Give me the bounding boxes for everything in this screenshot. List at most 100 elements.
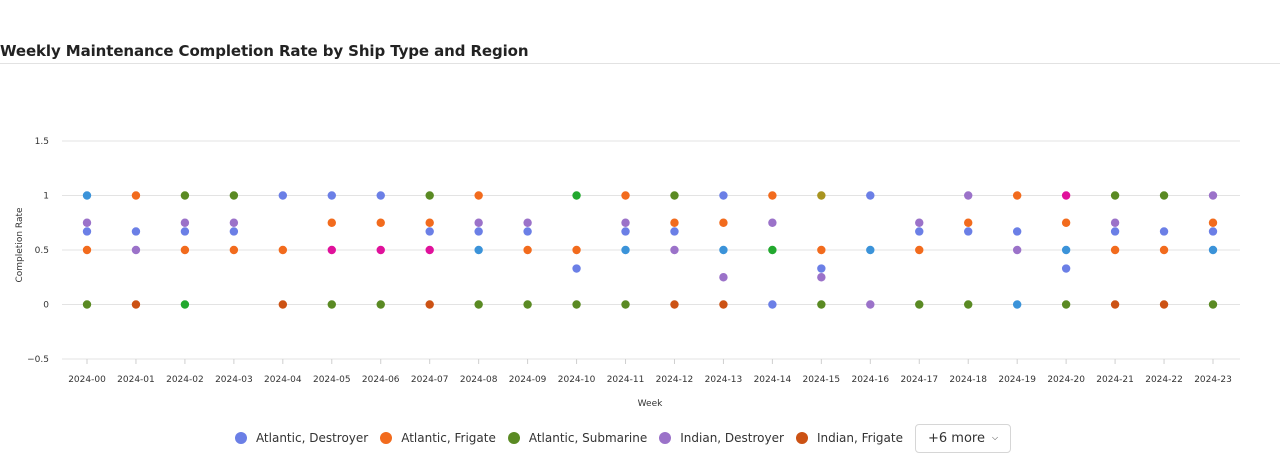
data-point[interactable] xyxy=(621,245,630,255)
data-point[interactable] xyxy=(670,218,679,227)
data-point[interactable] xyxy=(621,300,630,309)
data-point[interactable] xyxy=(523,218,532,227)
data-point[interactable] xyxy=(229,218,239,227)
data-point[interactable] xyxy=(1061,264,1071,273)
legend-item[interactable]: Atlantic, Frigate xyxy=(380,431,496,445)
data-point[interactable] xyxy=(327,218,336,227)
data-point[interactable] xyxy=(82,227,92,236)
data-point[interactable] xyxy=(572,245,581,255)
data-point[interactable] xyxy=(1208,191,1218,200)
data-point[interactable] xyxy=(621,218,630,227)
data-point[interactable] xyxy=(964,300,973,309)
data-point[interactable] xyxy=(1110,300,1120,309)
data-point[interactable] xyxy=(229,191,239,200)
data-point[interactable] xyxy=(1012,300,1022,309)
data-point[interactable] xyxy=(1208,300,1218,309)
data-point[interactable] xyxy=(1159,191,1169,200)
data-point[interactable] xyxy=(1208,245,1218,255)
data-point[interactable] xyxy=(229,245,239,255)
data-point[interactable] xyxy=(474,218,483,227)
data-point[interactable] xyxy=(1061,191,1071,200)
data-point[interactable] xyxy=(768,300,777,309)
data-point[interactable] xyxy=(1159,300,1169,309)
legend-item[interactable]: Indian, Frigate xyxy=(795,431,903,445)
data-point[interactable] xyxy=(82,300,92,309)
data-point[interactable] xyxy=(82,218,92,227)
data-point[interactable] xyxy=(817,264,826,273)
data-point[interactable] xyxy=(719,300,728,309)
legend-item[interactable]: Indian, Destroyer xyxy=(659,431,784,445)
data-point[interactable] xyxy=(1208,218,1218,227)
data-point[interactable] xyxy=(572,300,581,309)
data-point[interactable] xyxy=(82,191,92,200)
data-point[interactable] xyxy=(719,218,728,227)
data-point[interactable] xyxy=(572,264,581,273)
data-point[interactable] xyxy=(768,245,777,255)
data-point[interactable] xyxy=(866,300,875,309)
data-point[interactable] xyxy=(817,245,826,255)
data-point[interactable] xyxy=(1012,191,1022,200)
data-point[interactable] xyxy=(180,218,190,227)
data-point[interactable] xyxy=(131,245,141,255)
data-point[interactable] xyxy=(1208,227,1218,236)
legend-item[interactable]: Atlantic, Submarine xyxy=(507,431,647,445)
data-point[interactable] xyxy=(1110,191,1120,200)
data-point[interactable] xyxy=(474,227,483,236)
data-point[interactable] xyxy=(1110,227,1120,236)
data-point[interactable] xyxy=(474,300,483,309)
data-point[interactable] xyxy=(278,245,288,255)
data-point[interactable] xyxy=(327,245,336,255)
data-point[interactable] xyxy=(425,245,434,255)
data-point[interactable] xyxy=(376,191,385,200)
data-point[interactable] xyxy=(131,300,141,309)
data-point[interactable] xyxy=(425,300,434,309)
data-point[interactable] xyxy=(425,191,434,200)
data-point[interactable] xyxy=(1061,300,1071,309)
data-point[interactable] xyxy=(768,191,777,200)
data-point[interactable] xyxy=(1110,218,1120,227)
data-point[interactable] xyxy=(425,218,434,227)
data-point[interactable] xyxy=(915,300,924,309)
data-point[interactable] xyxy=(817,300,826,309)
data-point[interactable] xyxy=(964,191,973,200)
data-point[interactable] xyxy=(866,245,875,255)
data-point[interactable] xyxy=(1159,227,1169,236)
data-point[interactable] xyxy=(327,191,336,200)
data-point[interactable] xyxy=(915,227,924,236)
data-point[interactable] xyxy=(1110,245,1120,255)
data-point[interactable] xyxy=(278,191,288,200)
data-point[interactable] xyxy=(180,191,190,200)
data-point[interactable] xyxy=(964,218,973,227)
data-point[interactable] xyxy=(670,227,679,236)
data-point[interactable] xyxy=(719,245,728,255)
data-point[interactable] xyxy=(180,300,190,309)
data-point[interactable] xyxy=(376,245,385,255)
data-point[interactable] xyxy=(768,218,777,227)
data-point[interactable] xyxy=(376,300,385,309)
data-point[interactable] xyxy=(229,227,239,236)
data-point[interactable] xyxy=(131,227,141,236)
data-point[interactable] xyxy=(817,191,826,200)
data-point[interactable] xyxy=(180,227,190,236)
data-point[interactable] xyxy=(621,191,630,200)
data-point[interactable] xyxy=(915,218,924,227)
data-point[interactable] xyxy=(82,245,92,255)
data-point[interactable] xyxy=(1061,218,1071,227)
data-point[interactable] xyxy=(1012,245,1022,255)
data-point[interactable] xyxy=(719,191,728,200)
data-point[interactable] xyxy=(719,273,728,282)
data-point[interactable] xyxy=(327,300,336,309)
data-point[interactable] xyxy=(964,227,973,236)
data-point[interactable] xyxy=(376,218,385,227)
data-point[interactable] xyxy=(621,227,630,236)
data-point[interactable] xyxy=(670,300,679,309)
data-point[interactable] xyxy=(1012,227,1022,236)
data-point[interactable] xyxy=(474,191,483,200)
data-point[interactable] xyxy=(572,191,581,200)
data-point[interactable] xyxy=(866,191,875,200)
data-point[interactable] xyxy=(1061,245,1071,255)
data-point[interactable] xyxy=(817,273,826,282)
data-point[interactable] xyxy=(425,227,434,236)
legend-more-button[interactable]: +6 more ⌵ xyxy=(915,423,1012,453)
data-point[interactable] xyxy=(670,245,679,255)
